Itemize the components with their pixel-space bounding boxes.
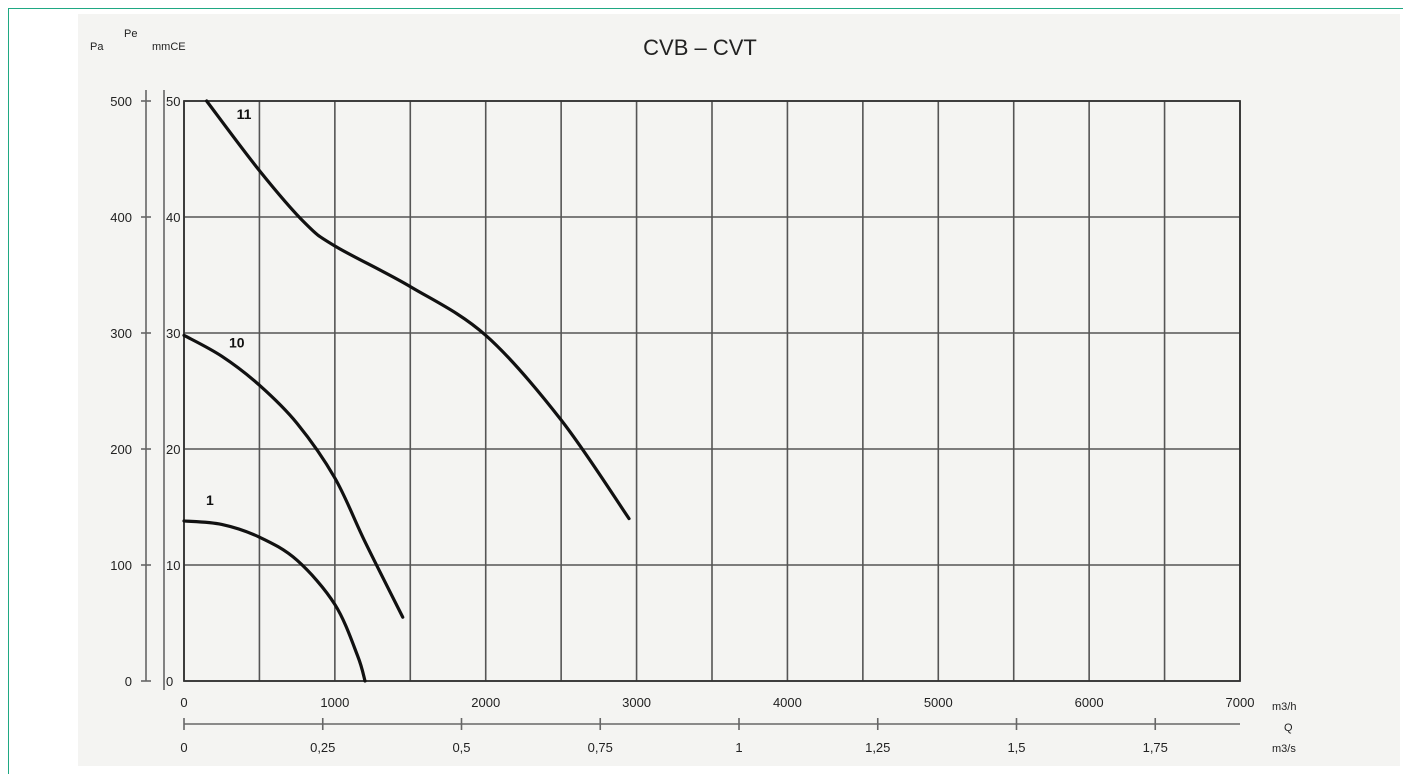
y-tick-label-mmce: 50 <box>166 94 180 109</box>
y-unit-pe: Pe <box>124 28 137 40</box>
curve-series-1 <box>184 521 365 681</box>
x-tick-label-m3h: 4000 <box>773 695 802 710</box>
y-tick-label-pa: 400 <box>110 210 132 225</box>
x2-tick-label-m3s: 0,25 <box>310 740 335 755</box>
y-tick-label-pa: 100 <box>110 558 132 573</box>
x2-tick-label-m3s: 1,25 <box>865 740 890 755</box>
curve-label-10: 10 <box>229 334 245 350</box>
x2-tick-label-m3s: 0,5 <box>452 740 470 755</box>
curves <box>184 101 629 681</box>
y-tick-label-pa: 0 <box>125 674 132 689</box>
y-tick-label-mmce: 0 <box>166 674 173 689</box>
x-tick-label-m3h: 5000 <box>924 695 953 710</box>
x-unit-secondary: m3/s <box>1272 743 1296 755</box>
x2-tick-label-m3s: 0 <box>180 740 187 755</box>
curve-series-10 <box>184 335 403 617</box>
grid <box>184 101 1240 681</box>
curve-series-11 <box>207 101 629 519</box>
x2-tick-label-m3s: 1 <box>735 740 742 755</box>
x2-tick-label-m3s: 0,75 <box>588 740 613 755</box>
y-unit-mmce: mmCE <box>152 41 186 53</box>
y-tick-label-pa: 200 <box>110 442 132 457</box>
x2-tick-label-m3s: 1,75 <box>1143 740 1168 755</box>
x-tick-label-m3h: 0 <box>180 695 187 710</box>
y-tick-label-mmce: 20 <box>166 442 180 457</box>
x-unit-name: Q <box>1284 722 1293 734</box>
x-tick-label-m3h: 6000 <box>1075 695 1104 710</box>
axes <box>141 90 1240 730</box>
x-tick-label-m3h: 2000 <box>471 695 500 710</box>
y-tick-label-pa: 500 <box>110 94 132 109</box>
y-unit-pa: Pa <box>90 41 104 53</box>
x-tick-label-m3h: 3000 <box>622 695 651 710</box>
curve-label-1: 1 <box>206 492 214 508</box>
y-tick-label-mmce: 40 <box>166 210 180 225</box>
y-tick-label-mmce: 30 <box>166 326 180 341</box>
x-tick-label-m3h: 1000 <box>320 695 349 710</box>
x-tick-label-m3h: 7000 <box>1226 695 1255 710</box>
x2-tick-label-m3s: 1,5 <box>1007 740 1025 755</box>
chart-title: CVB – CVT <box>643 35 757 60</box>
curve-label-11: 11 <box>237 106 252 122</box>
x-unit-primary: m3/h <box>1272 701 1296 713</box>
y-tick-label-mmce: 10 <box>166 558 180 573</box>
y-tick-label-pa: 300 <box>110 326 132 341</box>
